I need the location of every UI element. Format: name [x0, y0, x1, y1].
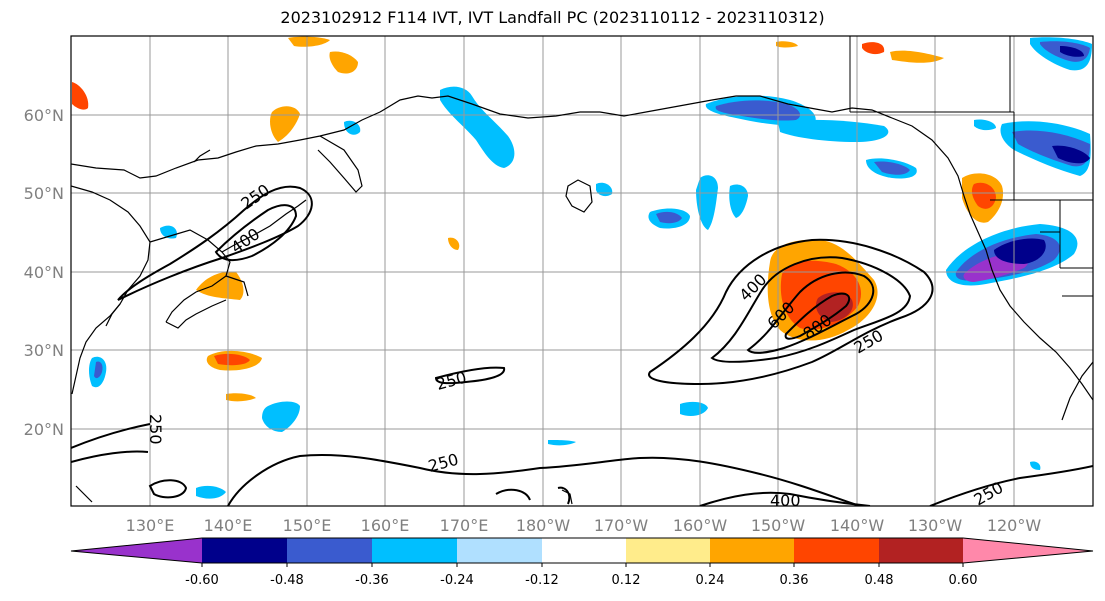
colorbar-tick: -0.24: [440, 573, 474, 588]
lon-label: 180°W: [516, 516, 571, 535]
map-background: [71, 36, 1093, 506]
colorbar-seg-0: [71, 538, 202, 563]
contour-label: 250: [146, 414, 165, 445]
colorbar-seg-8: [794, 538, 879, 563]
lat-label: 60°N: [24, 106, 64, 125]
colorbar-seg-6: [626, 538, 710, 563]
contour-250-mid: [434, 366, 506, 385]
lon-label: 120°W: [987, 516, 1042, 535]
contour-400-nwpac: [214, 204, 298, 262]
contour-250-nwpac: [117, 185, 313, 301]
lat-label: 50°N: [24, 184, 64, 203]
colorbar-tick: 0.12: [612, 573, 641, 588]
colorbar-seg-5: [542, 538, 626, 563]
lat-label: 20°N: [24, 420, 64, 439]
contour-800-ar: [784, 292, 851, 340]
colorbar-tick: -0.60: [185, 573, 219, 588]
map-title: 2023102912 F114 IVT, IVT Landfall PC (20…: [280, 8, 825, 27]
contour-250-south: [71, 423, 861, 506]
colorbar-tick: 0.24: [696, 573, 725, 588]
colorbar-seg-2: [287, 538, 372, 563]
colorbar-seg-4: [457, 538, 542, 563]
contour-250-se: [929, 465, 1093, 506]
colorbar-tick: 0.36: [780, 573, 809, 588]
colorbar: -0.60 -0.48 -0.36 -0.24 -0.12 0.12 0.24 …: [70, 537, 1094, 588]
lat-label: 30°N: [24, 341, 64, 360]
contour-label: 400: [770, 491, 801, 510]
lon-label: 170°W: [594, 516, 649, 535]
longitude-labels: 130°E 140°E 150°E 160°E 170°E 180°W 170°…: [126, 516, 1042, 535]
colorbar-seg-3: [372, 538, 457, 563]
ivt-contours: [71, 185, 1093, 506]
contour-400-ar: [710, 256, 912, 363]
lon-label: 150°W: [751, 516, 806, 535]
latitude-labels: 60°N 50°N 40°N 30°N 20°N: [24, 106, 64, 439]
lon-label: 160°W: [673, 516, 728, 535]
contour-250-ar: [648, 238, 934, 386]
contour-600-ar: [746, 271, 875, 354]
colorbar-seg-10: [963, 538, 1093, 563]
contour-400-south: [699, 491, 871, 506]
colorbar-seg-9: [879, 538, 963, 563]
lon-label: 170°E: [440, 516, 489, 535]
colorbar-tick: -0.12: [525, 573, 559, 588]
boundaries: [849, 36, 1093, 297]
lon-label: 130°E: [126, 516, 175, 535]
lon-label: 150°E: [283, 516, 332, 535]
colorbar-tick: 0.60: [949, 573, 978, 588]
pc-shading: [72, 36, 1092, 499]
lon-label: 160°E: [361, 516, 410, 535]
colorbar-tick: -0.36: [355, 573, 389, 588]
lon-label: 130°W: [908, 516, 963, 535]
colorbar-tick: 0.48: [865, 573, 894, 588]
lon-label: 140°W: [830, 516, 885, 535]
coastlines: [71, 95, 1093, 505]
lat-label: 40°N: [24, 263, 64, 282]
colorbar-seg-1: [202, 538, 287, 563]
lon-label: 140°E: [204, 516, 253, 535]
map-frame: [70, 35, 1094, 507]
colorbar-tick: -0.48: [270, 573, 304, 588]
colorbar-seg-7: [710, 538, 794, 563]
